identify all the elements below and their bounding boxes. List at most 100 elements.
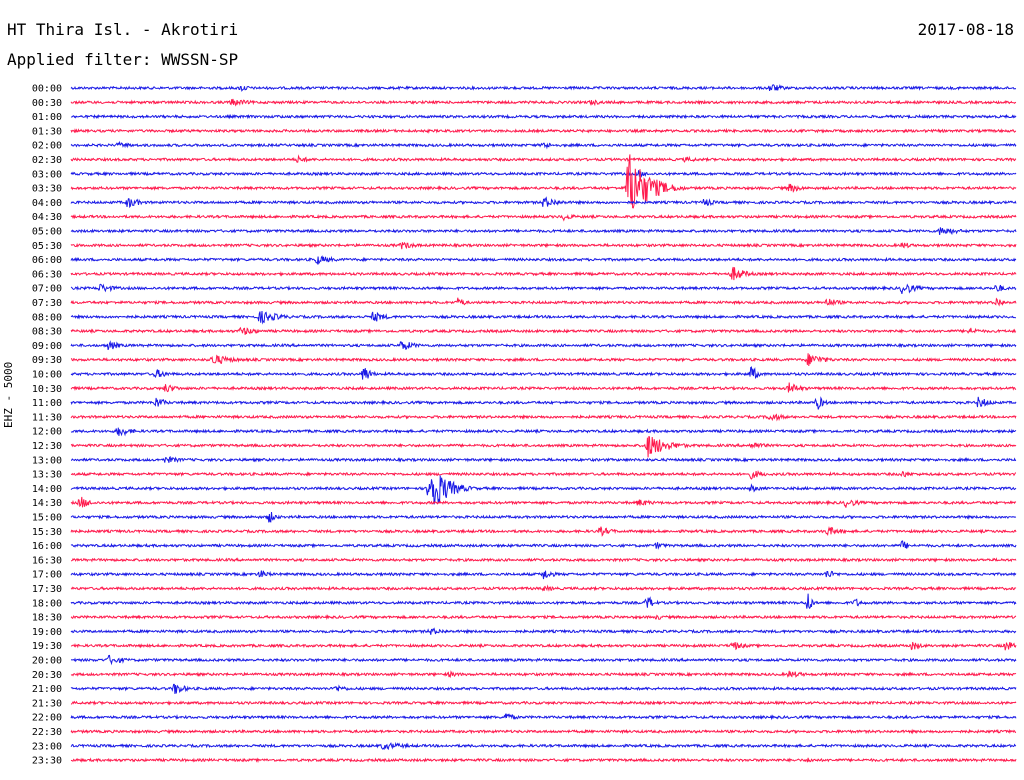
time-label: 00:30 xyxy=(32,98,62,109)
trace-red xyxy=(70,382,1017,393)
time-label: 18:30 xyxy=(32,613,62,624)
trace-blue xyxy=(70,84,1017,92)
filter-label: Applied filter: WWSSN-SP xyxy=(7,50,239,69)
trace-red xyxy=(70,154,1017,163)
trace-red xyxy=(70,326,1017,335)
time-label: 03:00 xyxy=(32,169,62,180)
time-label: 13:00 xyxy=(32,455,62,466)
time-label: 20:30 xyxy=(32,670,62,681)
trace-blue xyxy=(70,140,1017,150)
trace-blue xyxy=(70,170,1017,178)
trace-red xyxy=(71,557,1017,563)
trace-blue xyxy=(70,113,1017,120)
trace-red xyxy=(70,757,1017,764)
trace-blue xyxy=(70,396,1017,410)
time-label: 07:00 xyxy=(32,284,62,295)
time-label: 13:30 xyxy=(32,470,62,481)
trace-blue xyxy=(70,427,1017,437)
time-label: 22:30 xyxy=(32,727,62,738)
trace-blue xyxy=(70,593,1017,609)
trace-red xyxy=(70,641,1017,651)
time-label: 11:30 xyxy=(32,412,62,423)
trace-red xyxy=(70,584,1017,592)
time-label: 08:30 xyxy=(32,327,62,338)
trace-red xyxy=(70,98,1017,107)
trace-blue xyxy=(70,713,1017,721)
trace-red xyxy=(70,436,1017,458)
time-label: 20:00 xyxy=(32,656,62,667)
trace-red xyxy=(70,353,1017,367)
trace-red xyxy=(70,413,1017,422)
station-title: HT Thira Isl. - Akrotiri xyxy=(7,20,239,39)
trace-blue xyxy=(70,255,1017,265)
time-label: 22:00 xyxy=(32,713,62,724)
time-label: 14:30 xyxy=(32,498,62,509)
trace-blue xyxy=(70,340,1017,351)
trace-red xyxy=(70,266,1017,281)
trace-red xyxy=(70,670,1017,679)
time-label: 01:00 xyxy=(32,112,62,123)
time-label: 16:00 xyxy=(32,541,62,552)
time-label: 03:30 xyxy=(32,184,62,195)
time-label: 10:30 xyxy=(32,384,62,395)
trace-red xyxy=(70,614,1017,621)
time-label: 21:30 xyxy=(32,698,62,709)
time-label: 06:00 xyxy=(32,255,62,266)
trace-red xyxy=(70,728,1017,735)
time-label: 05:30 xyxy=(32,241,62,252)
trace-blue xyxy=(70,654,1017,666)
trace-blue xyxy=(70,627,1017,635)
trace-red xyxy=(70,297,1017,307)
trace-red xyxy=(70,154,1017,209)
trace-red xyxy=(70,241,1017,250)
time-label: 16:30 xyxy=(32,555,62,566)
time-label: 15:00 xyxy=(32,513,62,524)
time-label: 05:00 xyxy=(32,227,62,238)
time-label: 04:30 xyxy=(32,212,62,223)
time-label: 02:00 xyxy=(32,141,62,152)
trace-red xyxy=(70,700,1017,706)
time-label: 12:30 xyxy=(32,441,62,452)
trace-blue xyxy=(70,540,1017,550)
trace-blue xyxy=(70,310,1017,325)
time-label: 09:30 xyxy=(32,355,62,366)
time-label: 09:00 xyxy=(32,341,62,352)
time-label: 08:00 xyxy=(32,312,62,323)
trace-blue xyxy=(71,455,1017,463)
trace-blue xyxy=(70,366,1017,380)
trace-red xyxy=(70,496,1017,508)
trace-red xyxy=(70,213,1017,222)
trace-blue xyxy=(70,283,1017,295)
time-label: 11:00 xyxy=(32,398,62,409)
time-label: 21:00 xyxy=(32,684,62,695)
time-label: 19:30 xyxy=(32,641,62,652)
time-label: 23:30 xyxy=(32,756,62,767)
trace-blue xyxy=(70,227,1017,236)
time-label: 18:00 xyxy=(32,598,62,609)
trace-blue xyxy=(70,511,1017,523)
time-label: 07:30 xyxy=(32,298,62,309)
time-label: 04:00 xyxy=(32,198,62,209)
trace-blue xyxy=(70,196,1017,209)
trace-red xyxy=(70,469,1017,480)
trace-blue xyxy=(70,570,1017,580)
time-label: 14:00 xyxy=(32,484,62,495)
time-label: 19:00 xyxy=(32,627,62,638)
time-label: 06:30 xyxy=(32,269,62,280)
time-label: 10:00 xyxy=(32,370,62,381)
time-label: 02:30 xyxy=(32,155,62,166)
trace-blue xyxy=(70,683,1017,694)
time-label: 01:30 xyxy=(32,126,62,137)
trace-blue xyxy=(70,741,1017,751)
trace-red xyxy=(70,127,1017,134)
time-label: 17:00 xyxy=(32,570,62,581)
date-label: 2017-08-18 xyxy=(917,20,1014,39)
time-label: 00:00 xyxy=(32,84,62,95)
time-label: 12:00 xyxy=(32,427,62,438)
time-label: 15:30 xyxy=(32,527,62,538)
time-label: 23:00 xyxy=(32,741,62,752)
trace-red xyxy=(70,526,1017,537)
trace-blue xyxy=(70,475,1017,505)
